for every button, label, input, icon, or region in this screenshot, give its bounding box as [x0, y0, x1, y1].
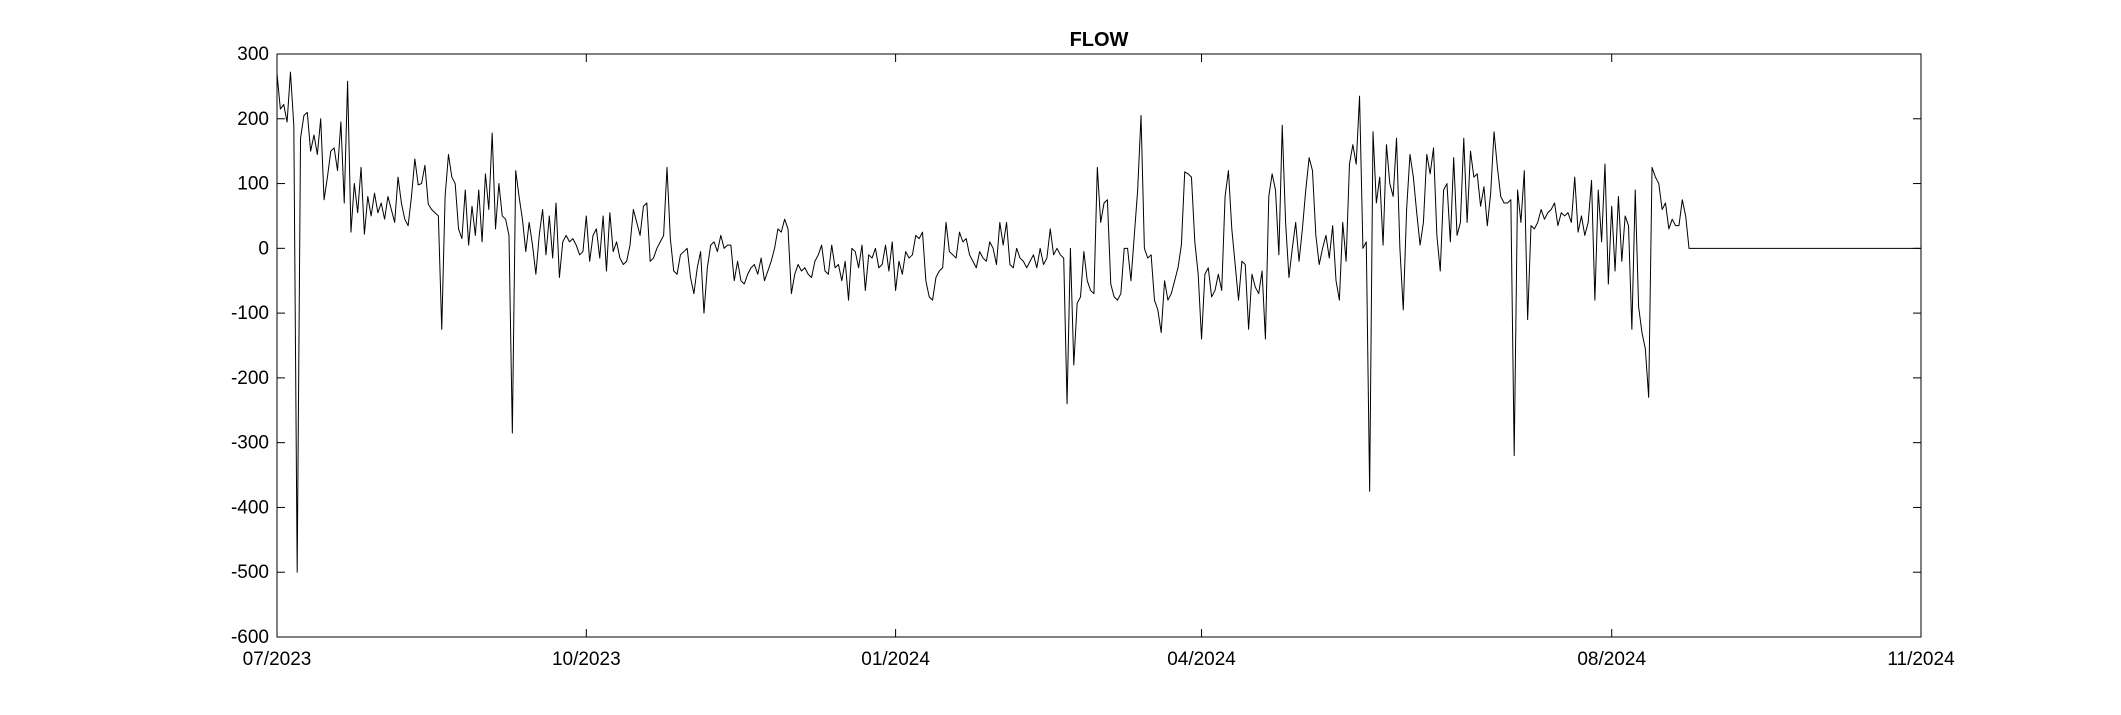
y-tick-label: 0 [258, 238, 269, 259]
y-tick-label: 200 [237, 109, 269, 130]
y-tick-label: 300 [237, 44, 269, 65]
x-tick-label: 08/2024 [1577, 649, 1646, 670]
y-tick-label: 100 [237, 174, 269, 195]
y-tick-label: -300 [231, 433, 269, 454]
x-tick-label: 07/2023 [243, 649, 312, 670]
y-tick-label: -100 [231, 303, 269, 324]
x-axis-ticks: 07/2023 10/2023 01/2024 04/2024 08/2024 11/20… [243, 54, 1955, 670]
y-tick-label: -200 [231, 368, 269, 389]
y-tick-label: -600 [231, 627, 269, 648]
x-tick-label: 01/2024 [861, 649, 930, 670]
x-tick-label: 04/2024 [1167, 649, 1236, 670]
y-tick-label: -400 [231, 497, 269, 518]
x-tick-label: 10/2023 [552, 649, 621, 670]
flow-series-line [276, 71, 1921, 573]
y-tick-label: -500 [231, 562, 269, 583]
plot-frame [276, 53, 1922, 638]
y-axis-ticks: 300 200 100 0 -100 -200 -300 -400 -500 -600 [231, 44, 1921, 648]
x-tick-label: 11/2024 [1887, 649, 1955, 670]
chart-title: FLOW [1070, 29, 1129, 51]
